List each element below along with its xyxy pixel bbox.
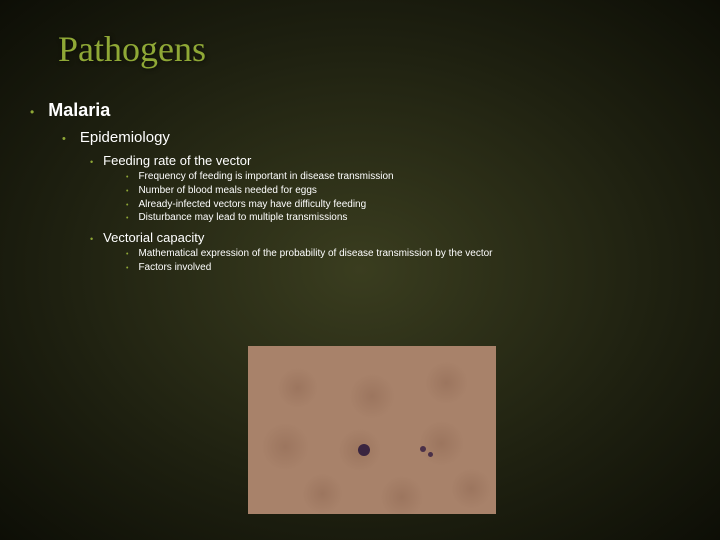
bullet-dot-icon: • — [126, 264, 128, 274]
bullet-lvl4: • Factors involved — [126, 262, 720, 274]
bullet-text: Vectorial capacity — [103, 230, 204, 245]
bullet-lvl1: • Malaria — [30, 100, 720, 121]
bullet-dot-icon: • — [126, 250, 128, 260]
bullet-text: Malaria — [48, 100, 110, 121]
bullet-text: Already-infected vectors may have diffic… — [138, 199, 366, 210]
bullet-dot-icon: • — [126, 187, 128, 197]
bullet-dot-icon: • — [126, 214, 128, 224]
bullet-text: Disturbance may lead to multiple transmi… — [138, 212, 347, 223]
bullet-dot-icon: • — [90, 156, 93, 169]
bullet-text: Epidemiology — [80, 129, 170, 146]
bullet-dot-icon: • — [90, 233, 93, 246]
bullet-lvl2: • Epidemiology — [62, 129, 720, 147]
bullet-text: Mathematical expression of the probabili… — [138, 248, 492, 259]
slide-content: • Malaria • Epidemiology • Feeding rate … — [0, 70, 720, 273]
bullet-dot-icon: • — [126, 173, 128, 183]
bullet-lvl4: • Number of blood meals needed for eggs — [126, 185, 720, 197]
parasite-nucleus — [358, 444, 370, 456]
bullet-text: Number of blood meals needed for eggs — [138, 185, 316, 196]
bullet-text: Factors involved — [138, 262, 211, 273]
bullet-dot-icon: • — [126, 201, 128, 211]
bullet-lvl4: • Disturbance may lead to multiple trans… — [126, 212, 720, 224]
bullet-lvl3: • Vectorial capacity — [90, 230, 720, 246]
bullet-text: Frequency of feeding is important in dis… — [138, 171, 393, 182]
blood-smear-image — [248, 346, 496, 514]
bullet-dot-icon: • — [62, 132, 66, 147]
bullet-lvl4: • Mathematical expression of the probabi… — [126, 248, 720, 260]
bullet-dot-icon: • — [30, 104, 34, 121]
parasite-nucleus — [420, 446, 426, 452]
bullet-text: Feeding rate of the vector — [103, 153, 251, 168]
bullet-lvl4: • Frequency of feeding is important in d… — [126, 171, 720, 183]
parasite-nucleus — [428, 452, 433, 457]
bullet-lvl4: • Already-infected vectors may have diff… — [126, 199, 720, 211]
slide-title: Pathogens — [0, 0, 720, 70]
bullet-lvl3: • Feeding rate of the vector — [90, 153, 720, 169]
